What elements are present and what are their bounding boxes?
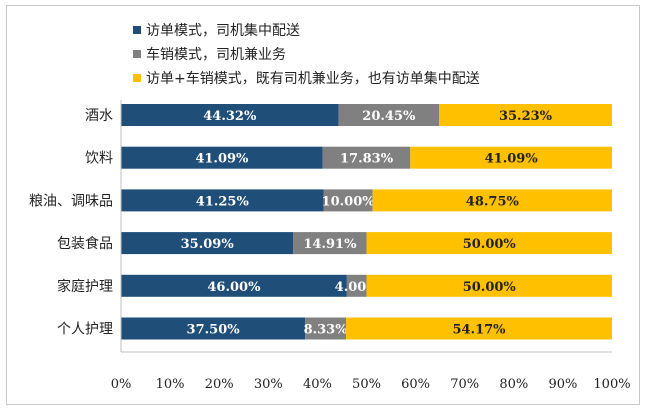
x-tick-label: 60% (401, 377, 430, 392)
bar-segment (346, 317, 612, 340)
bar-segment (121, 317, 306, 340)
bar-segment (366, 274, 612, 297)
data-label: 10.00% (322, 194, 376, 209)
legend-swatch (133, 26, 141, 34)
x-tick-label: 70% (450, 377, 479, 392)
bar-segment (121, 146, 323, 169)
data-label: 35.23% (499, 109, 553, 124)
x-tick-label: 90% (548, 377, 577, 392)
category-label: 个人护理 (57, 322, 113, 338)
data-label: 37.50% (187, 323, 241, 338)
category-label: 家庭护理 (57, 278, 113, 295)
bar-segment (323, 189, 373, 212)
x-tick-label: 80% (499, 377, 528, 392)
bar-segment (338, 104, 440, 126)
data-label: 41.25% (196, 194, 250, 209)
category-label: 酒水 (85, 108, 113, 124)
bar-segment (121, 189, 324, 212)
category-label: 粮油、调味品 (29, 193, 113, 209)
x-tick-label: 20% (205, 377, 234, 392)
bar-segment (121, 274, 347, 297)
legend-label: 访单模式，司机集中配送 (146, 22, 300, 39)
bar-segment (439, 104, 612, 126)
data-label: 50.00% (463, 280, 517, 295)
bar-segment (366, 232, 612, 255)
legend-swatch (133, 74, 141, 82)
x-tick-label: 100% (593, 377, 630, 392)
bar-segment (121, 232, 294, 255)
bar-segment (372, 189, 612, 212)
bar-segment (346, 274, 367, 297)
x-tick-label: 10% (156, 377, 185, 392)
bar-segment (322, 146, 411, 169)
data-label: 35.09% (181, 237, 235, 252)
data-label: 41.09% (195, 152, 249, 167)
data-label: 46.00% (207, 280, 261, 295)
data-label: 48.75% (466, 194, 520, 209)
x-tick-label: 50% (352, 377, 381, 392)
data-label: 8.33% (304, 323, 349, 338)
bar-segment (410, 146, 613, 169)
data-label: 14.91% (303, 237, 357, 252)
category-label: 饮料 (85, 151, 113, 167)
legend-swatch (133, 50, 141, 58)
x-tick-label: 40% (303, 377, 332, 392)
bar-segment (293, 232, 367, 255)
x-tick-label: 0% (111, 377, 132, 392)
data-label: 50.00% (463, 237, 517, 252)
data-label: 41.09% (485, 152, 539, 167)
data-label: 54.17% (452, 323, 506, 338)
bar-segment (121, 104, 339, 126)
category-label: 包装食品 (57, 235, 113, 252)
data-label: 17.83% (340, 152, 394, 167)
x-tick-label: 30% (254, 377, 283, 392)
bar-segment (305, 317, 347, 340)
data-label: 44.32% (203, 109, 257, 124)
legend-label: 访单+车销模式，既有司机兼业务，也有访单集中配送 (146, 70, 480, 87)
legend-label: 车销模式，司机兼业务 (146, 46, 286, 63)
data-label: 20.45% (362, 109, 416, 124)
